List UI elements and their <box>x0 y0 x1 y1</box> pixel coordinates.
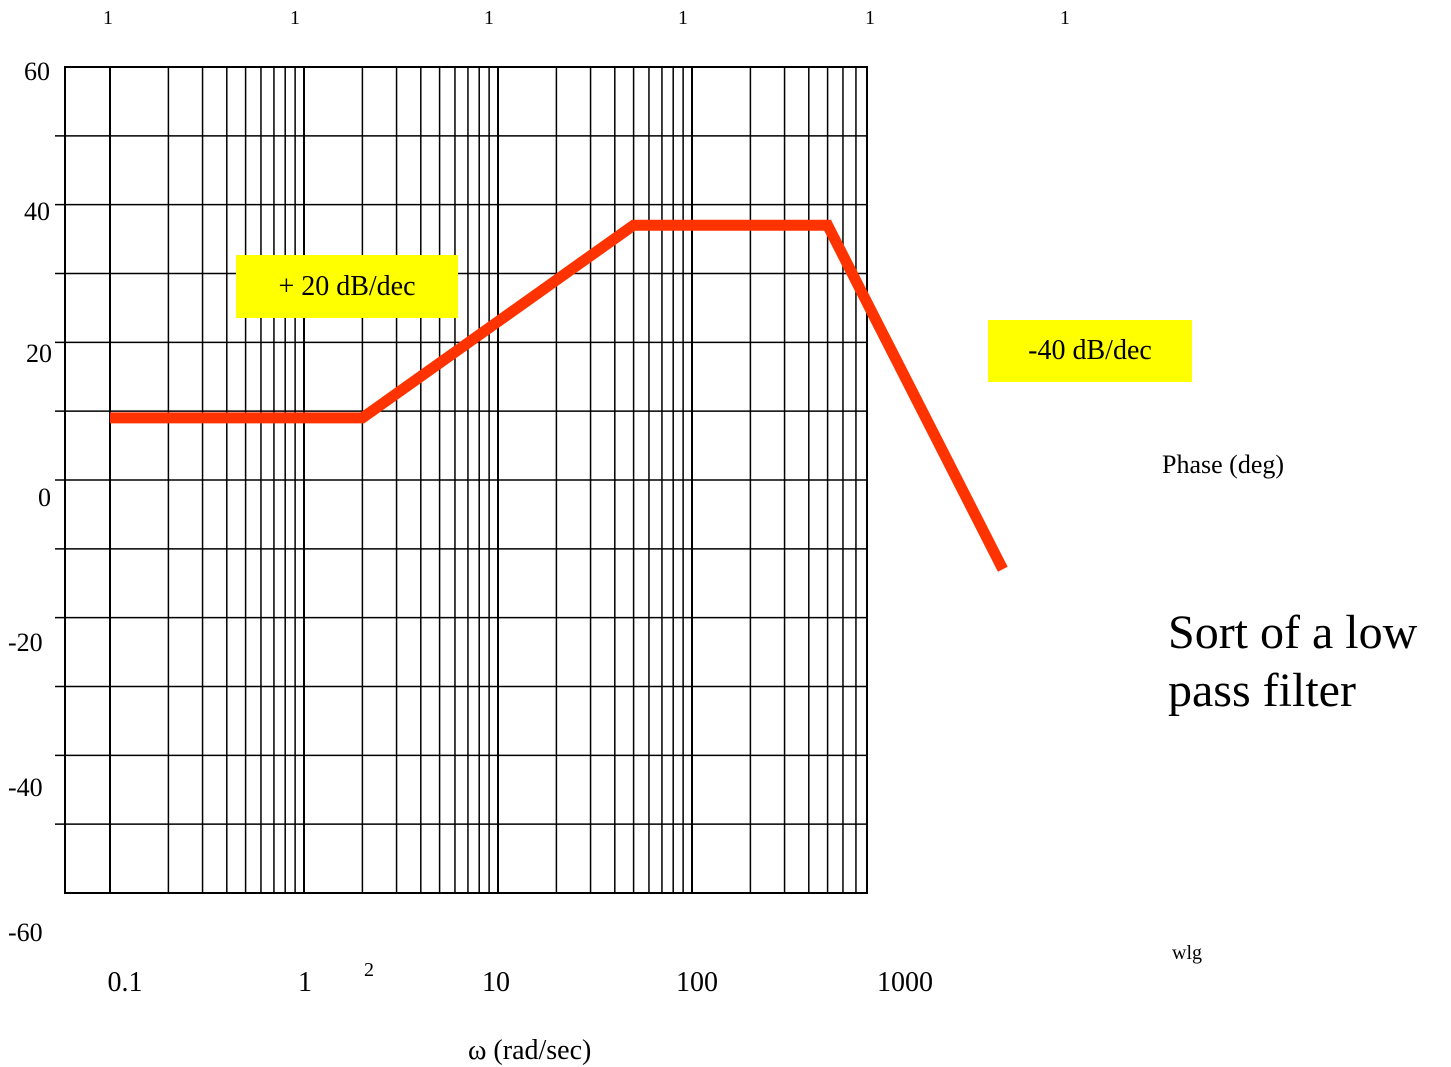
x-tick-label: 0.1 <box>108 967 143 998</box>
top-mark-1: 1 <box>103 7 113 29</box>
top-mark-3: 1 <box>484 7 494 29</box>
y-tick-label: -40 <box>8 773 43 802</box>
x-axis-ticks: 0.1 1 10 100 1000 <box>108 967 934 998</box>
y-tick-label: -60 <box>8 918 43 947</box>
slope-annotation-plus20: + 20 dB/dec <box>236 255 458 318</box>
top-mark-2: 1 <box>290 7 300 29</box>
chart-series <box>110 219 1008 572</box>
wlg-label: wlg <box>1172 942 1202 964</box>
x-tick-label: 10 <box>482 967 510 998</box>
asymptote-curve <box>110 219 1008 572</box>
x-tick-label: 1 <box>298 967 312 998</box>
chart-grid <box>55 66 868 894</box>
top-mark-5: 1 <box>865 7 875 29</box>
x-tick-label: 100 <box>676 967 718 998</box>
y-tick-label: 40 <box>24 197 50 226</box>
y-tick-label: 0 <box>38 483 51 512</box>
stray-label-2: 2 <box>364 959 374 981</box>
y-tick-label: -20 <box>8 628 43 657</box>
top-mark-6: 1 <box>1060 7 1070 29</box>
top-mark-4: 1 <box>678 7 688 29</box>
y-tick-label: 60 <box>24 57 50 86</box>
y-axis-ticks: 60 40 20 0 -20 -40 -60 <box>8 57 52 947</box>
filter-note: Sort of a low pass filter <box>1168 604 1417 719</box>
y-tick-label: 20 <box>26 339 52 368</box>
filter-note-line-1: Sort of a low <box>1168 606 1418 659</box>
slope-annotation-minus40: -40 dB/dec <box>988 320 1192 382</box>
x-tick-label: 1000 <box>877 967 933 998</box>
phase-label: Phase (deg) <box>1162 450 1285 479</box>
filter-note-line-2: pass filter <box>1168 663 1356 717</box>
x-axis-title: ω (rad/sec) <box>468 1035 592 1066</box>
